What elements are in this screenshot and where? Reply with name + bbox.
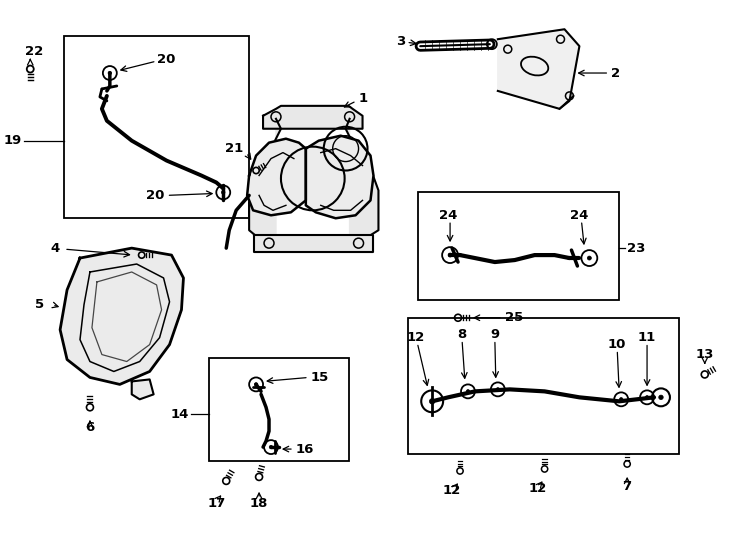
Circle shape [255,383,258,386]
Text: 12: 12 [443,484,461,497]
Circle shape [645,396,649,399]
Text: 6: 6 [85,421,95,434]
Bar [64,36,249,218]
Text: 9: 9 [490,328,499,341]
Text: 20: 20 [156,52,175,65]
Text: 8: 8 [457,328,467,341]
Text: 15: 15 [310,371,329,384]
Text: 2: 2 [611,66,620,79]
Bar [418,192,619,300]
Text: 23: 23 [627,241,645,255]
Text: 11: 11 [638,331,656,344]
Polygon shape [498,29,579,109]
Text: 22: 22 [25,45,43,58]
Text: 17: 17 [207,497,225,510]
Polygon shape [346,119,379,240]
Polygon shape [263,106,363,129]
Polygon shape [131,380,153,399]
Polygon shape [306,136,374,218]
Text: 21: 21 [225,142,243,155]
Text: 10: 10 [608,338,626,351]
Circle shape [222,191,225,194]
Polygon shape [247,139,306,215]
Circle shape [269,446,273,449]
Circle shape [587,256,592,260]
Text: 7: 7 [622,481,632,494]
Circle shape [448,253,452,257]
Circle shape [429,399,435,404]
Text: 18: 18 [250,497,268,510]
Bar [408,318,679,454]
Circle shape [108,71,112,75]
Text: 5: 5 [35,298,44,312]
Text: 3: 3 [396,35,405,48]
Text: 24: 24 [570,209,589,222]
Circle shape [466,390,470,393]
Text: 16: 16 [296,443,314,456]
Circle shape [658,395,664,400]
Polygon shape [254,235,374,252]
Bar [209,357,349,461]
Circle shape [619,397,623,401]
Text: 12: 12 [528,482,547,495]
Text: 4: 4 [51,241,60,255]
Text: 24: 24 [439,209,457,222]
Text: 25: 25 [505,311,523,324]
Circle shape [496,388,500,391]
Text: 12: 12 [406,331,424,344]
Text: 1: 1 [358,92,368,105]
Polygon shape [249,119,281,240]
Polygon shape [60,248,184,384]
Text: 19: 19 [4,134,22,147]
Text: 20: 20 [146,189,164,202]
Text: 13: 13 [696,348,714,361]
Text: 14: 14 [171,408,189,421]
